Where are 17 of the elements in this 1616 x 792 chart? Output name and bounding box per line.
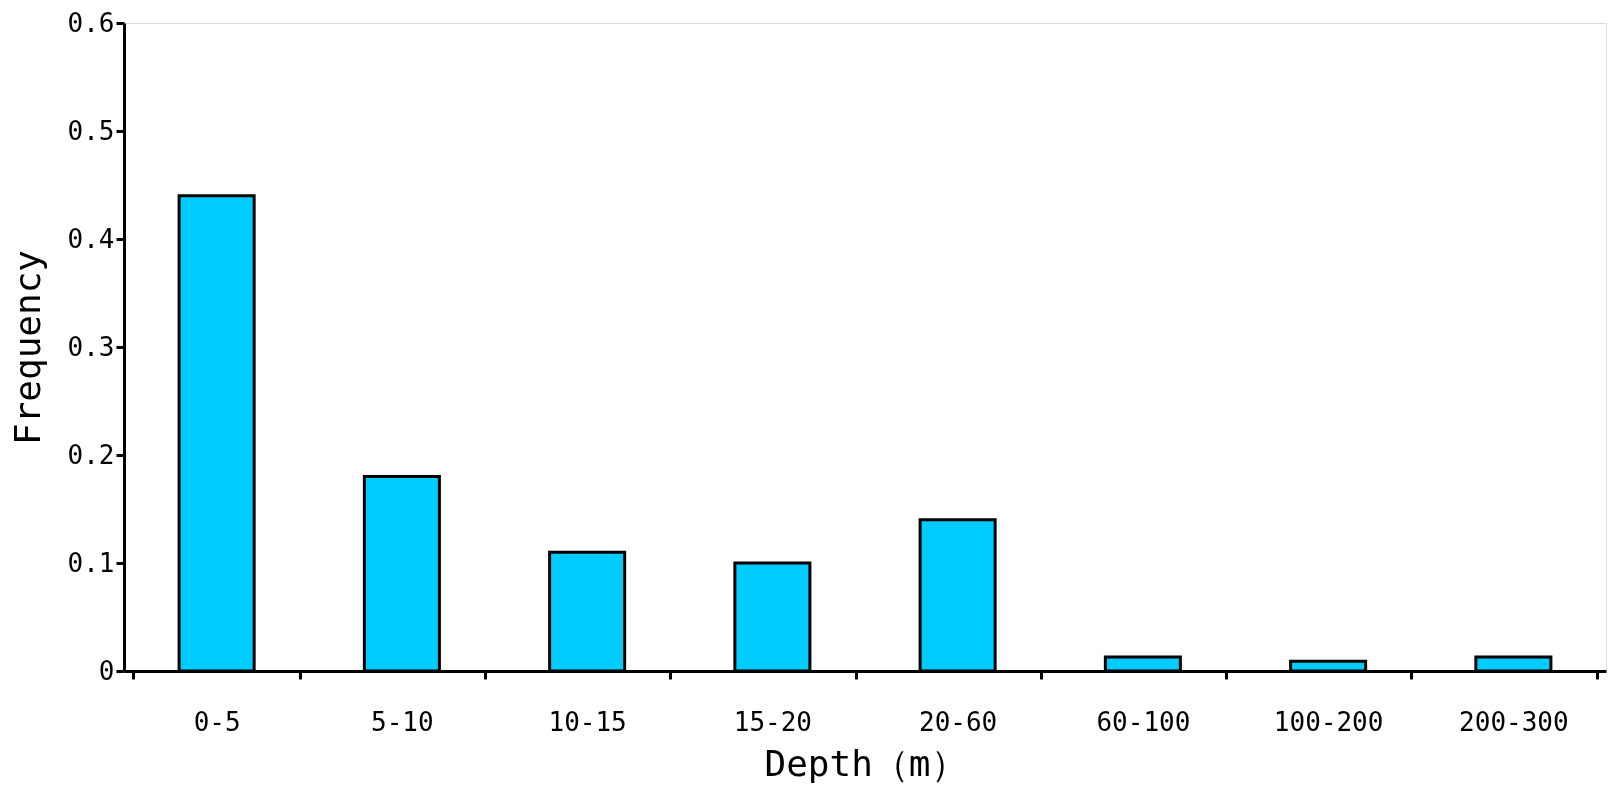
- x-tick-label: 0-5: [193, 706, 241, 737]
- x-tick-label: 20-60: [918, 706, 998, 737]
- y-tick-label: 0.2: [67, 439, 115, 470]
- y-tick-label: 0.4: [67, 223, 115, 254]
- x-tick-label: 200-300: [1459, 706, 1569, 737]
- x-axis-title: Depth（m）: [764, 742, 967, 784]
- x-tick-label: 10-15: [548, 706, 627, 737]
- y-tick-label: 0.5: [67, 115, 115, 146]
- x-tick-label: 60-100: [1096, 706, 1191, 737]
- y-tick-label: 0: [98, 655, 115, 686]
- y-tick-label: 0.6: [67, 7, 115, 38]
- y-tick-label: 0.3: [67, 331, 115, 362]
- y-tick-label: 0.1: [67, 547, 115, 578]
- x-tick-label: 15-20: [733, 706, 813, 737]
- y-axis-title: Frequency: [6, 249, 48, 446]
- x-tick-label: 5-10: [371, 706, 434, 737]
- x-tick-label: 100-200: [1273, 706, 1384, 737]
